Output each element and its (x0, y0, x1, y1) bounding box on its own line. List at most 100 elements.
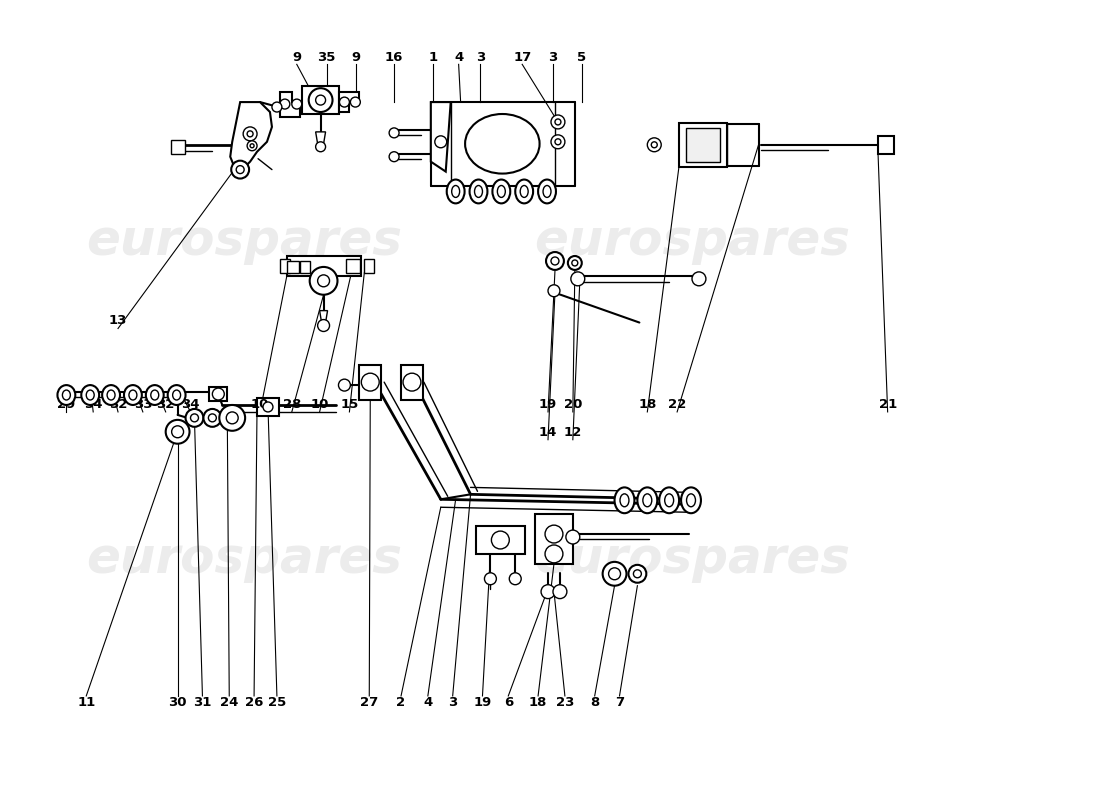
Text: 20: 20 (563, 398, 582, 411)
Text: 24: 24 (220, 696, 239, 710)
Circle shape (603, 562, 627, 586)
Circle shape (492, 531, 509, 549)
Circle shape (546, 252, 564, 270)
Ellipse shape (538, 179, 556, 203)
Circle shape (243, 127, 257, 141)
Ellipse shape (102, 385, 120, 405)
Circle shape (318, 275, 330, 286)
Circle shape (509, 573, 521, 585)
Bar (346, 259, 361, 273)
Bar (209, 387, 228, 401)
Bar (679, 123, 727, 166)
Bar (257, 398, 279, 416)
Circle shape (548, 285, 560, 297)
Text: 9: 9 (293, 51, 301, 64)
Circle shape (634, 570, 641, 578)
Ellipse shape (686, 494, 695, 506)
Circle shape (166, 420, 189, 444)
Bar (301, 86, 340, 114)
Polygon shape (230, 102, 272, 170)
Text: 2: 2 (396, 696, 406, 710)
Bar (287, 256, 361, 276)
Text: 35: 35 (318, 51, 336, 64)
Ellipse shape (173, 390, 180, 400)
Circle shape (551, 135, 565, 149)
Text: 30: 30 (168, 696, 187, 710)
Text: 18: 18 (529, 696, 548, 710)
Circle shape (219, 405, 245, 430)
Circle shape (608, 568, 620, 580)
Text: 28: 28 (283, 398, 301, 411)
Ellipse shape (615, 487, 635, 514)
Circle shape (484, 573, 496, 585)
Circle shape (571, 272, 585, 286)
Text: 32: 32 (109, 398, 128, 411)
Circle shape (279, 99, 289, 109)
Circle shape (340, 97, 350, 107)
Circle shape (551, 115, 565, 129)
Ellipse shape (543, 186, 551, 198)
Ellipse shape (515, 179, 534, 203)
Bar (360, 366, 382, 400)
Text: 10: 10 (310, 398, 329, 411)
Ellipse shape (637, 487, 658, 514)
Polygon shape (431, 102, 451, 171)
Text: 19: 19 (473, 696, 492, 710)
Circle shape (310, 267, 338, 294)
Circle shape (389, 128, 399, 138)
Ellipse shape (81, 385, 99, 405)
Text: 17: 17 (513, 51, 531, 64)
Bar (364, 259, 374, 273)
Text: 27: 27 (360, 696, 378, 710)
Text: 26: 26 (245, 696, 263, 710)
Polygon shape (340, 92, 360, 112)
Circle shape (651, 142, 658, 148)
Circle shape (361, 373, 379, 391)
Text: 5: 5 (578, 51, 586, 64)
Circle shape (316, 95, 326, 105)
Ellipse shape (470, 179, 487, 203)
Bar (279, 259, 289, 273)
Bar (170, 140, 185, 154)
Text: 11: 11 (77, 696, 96, 710)
Circle shape (172, 426, 184, 438)
Ellipse shape (86, 390, 95, 400)
Ellipse shape (57, 385, 75, 405)
Circle shape (551, 257, 559, 265)
Text: 15: 15 (340, 398, 359, 411)
Circle shape (204, 409, 221, 427)
Circle shape (272, 102, 282, 112)
Ellipse shape (167, 385, 186, 405)
Text: 31: 31 (194, 696, 211, 710)
Circle shape (553, 585, 566, 598)
Ellipse shape (474, 186, 483, 198)
Circle shape (339, 379, 351, 391)
Text: 7: 7 (615, 696, 624, 710)
Ellipse shape (497, 186, 505, 198)
Circle shape (556, 119, 561, 125)
Ellipse shape (63, 390, 70, 400)
Circle shape (351, 97, 361, 107)
Circle shape (565, 530, 580, 544)
Bar (475, 526, 525, 554)
Ellipse shape (151, 390, 158, 400)
Bar (878, 136, 893, 154)
Circle shape (186, 409, 204, 427)
Bar (287, 261, 299, 273)
Circle shape (316, 142, 326, 152)
Text: 18: 18 (638, 398, 657, 411)
Ellipse shape (642, 494, 652, 506)
Text: 13: 13 (109, 314, 128, 327)
Ellipse shape (465, 114, 540, 174)
Circle shape (628, 565, 647, 582)
Circle shape (248, 131, 253, 137)
Ellipse shape (107, 390, 116, 400)
Ellipse shape (447, 179, 464, 203)
Text: 10: 10 (251, 398, 270, 411)
Text: 8: 8 (590, 696, 600, 710)
Circle shape (544, 545, 563, 563)
Circle shape (647, 138, 661, 152)
Ellipse shape (124, 385, 142, 405)
Text: eurospares: eurospares (86, 535, 403, 583)
Text: 19: 19 (539, 398, 557, 411)
